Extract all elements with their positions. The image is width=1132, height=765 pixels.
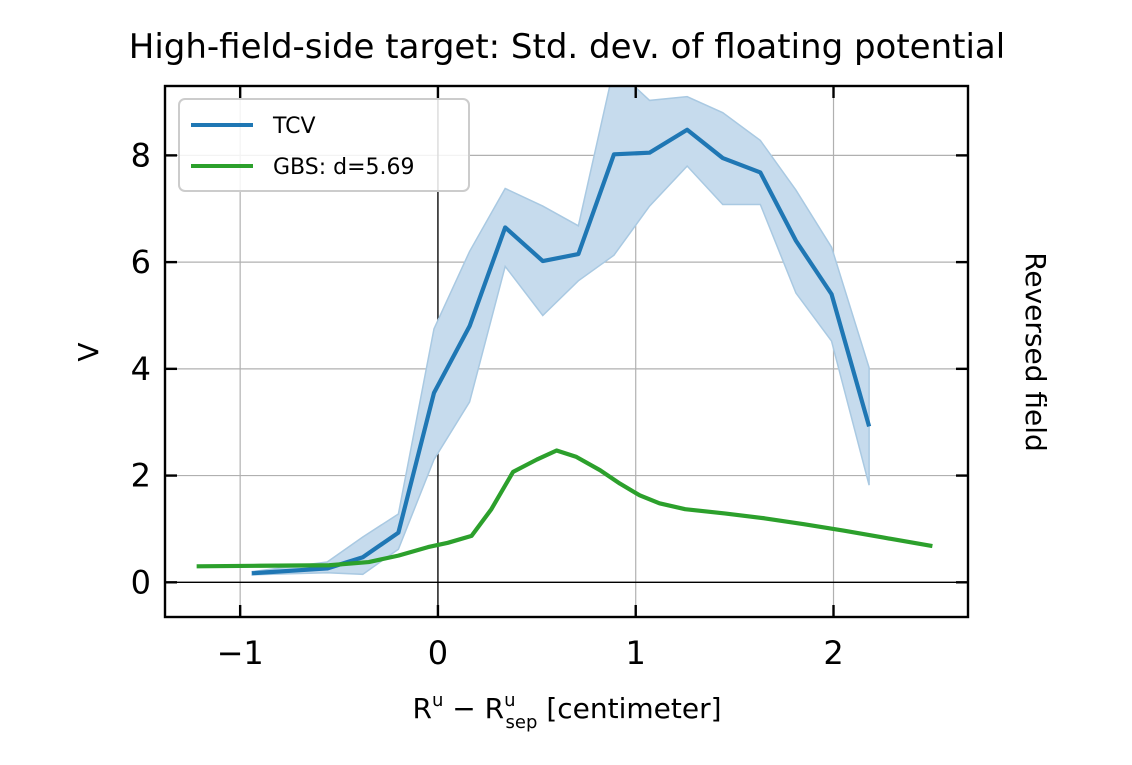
y-tick-label: 8	[131, 136, 151, 174]
x-tick-label: −1	[217, 634, 264, 672]
x-tick-label: 1	[626, 634, 646, 672]
series-line	[196, 448, 933, 569]
series-line	[251, 127, 872, 576]
uncertainty-band	[251, 86, 870, 576]
ticks: −1 0 1 2 0 2 4 6 8	[131, 86, 968, 672]
y-tick-label: 0	[131, 563, 151, 601]
x-tick-label: 0	[428, 634, 448, 672]
legend-label-tcv: TCV	[272, 114, 316, 139]
chart-title: High-field-side target: Std. dev. of flo…	[129, 27, 1005, 67]
y-axis-label: V	[72, 342, 105, 361]
side-label: Reversed field	[1019, 252, 1052, 452]
y-tick-label: 6	[131, 243, 151, 281]
x-tick-label: 2	[823, 634, 843, 672]
plot-frame	[163, 84, 970, 619]
legend: TCV GBS: d=5.69	[178, 98, 470, 192]
y-tick-label: 2	[131, 457, 151, 495]
x-axis-label: Ru − Ru sep [centimeter]	[412, 690, 721, 733]
plot-data	[196, 86, 933, 576]
y-tick-label: 4	[131, 350, 151, 388]
legend-label-gbs: GBS: d=5.69	[273, 155, 415, 180]
